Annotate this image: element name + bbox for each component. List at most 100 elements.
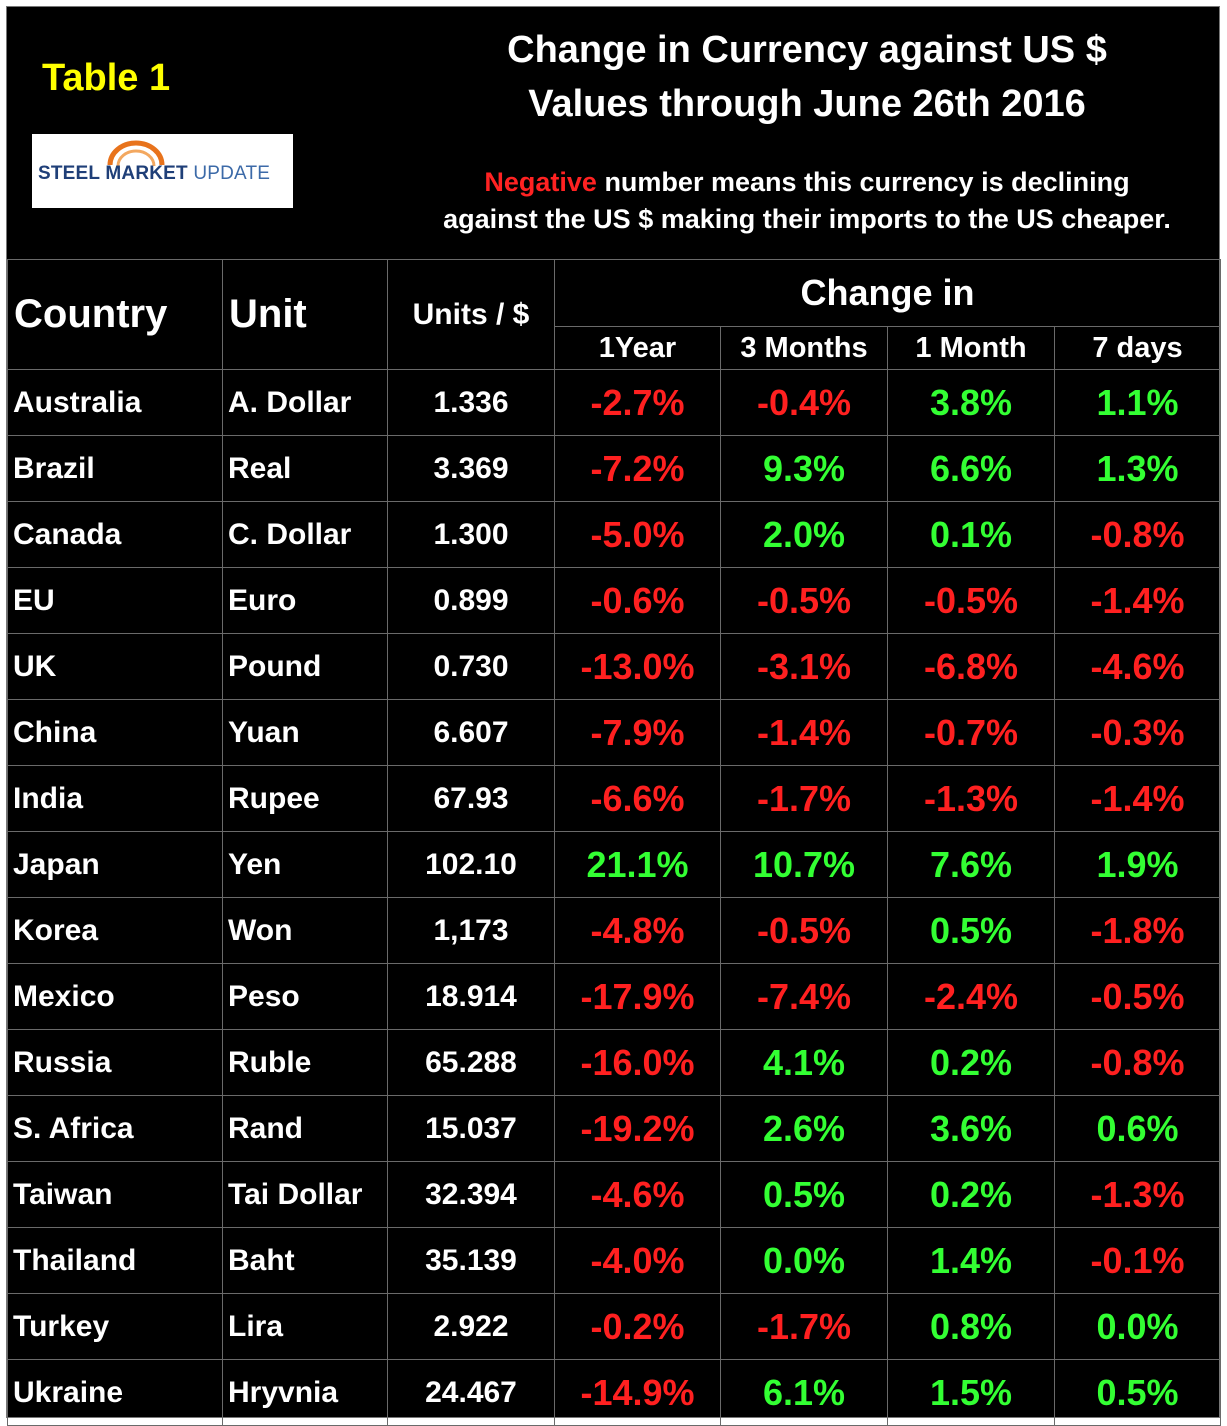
change-7-days-cell: -1.8% (1053, 897, 1222, 964)
header-1-month: 1 Month (887, 326, 1055, 370)
change-1-month-cell: 6.6% (887, 435, 1055, 502)
logo-swoosh-icon (107, 140, 165, 167)
table-row: Australia A. Dollar 1.336 -2.7% -0.4% 3.8% 1.1… (7, 369, 1222, 436)
change-1-month-cell: 0.2% (887, 1029, 1055, 1096)
country-cell: S. Africa (7, 1095, 223, 1162)
currency-table-panel: Table 1 STEEL MARKET UPDATE Change in Cu… (6, 6, 1222, 1426)
change-1year-cell: -5.0% (554, 501, 721, 568)
country-cell: Mexico (7, 963, 223, 1030)
change-7-days-cell: 1.9% (1053, 831, 1222, 898)
table-row: S. Africa Rand 15.037 -19.2% 2.6% 3.6% 0.6% (7, 1095, 1222, 1162)
change-1-month-cell: 1.5% (887, 1359, 1055, 1426)
change-3-months-cell: -0.4% (720, 369, 888, 436)
change-3-months-cell: 0.5% (720, 1161, 888, 1228)
units-per-dollar-cell: 15.037 (387, 1095, 555, 1162)
change-1year-cell: -2.7% (554, 369, 721, 436)
change-7-days-cell: 0.6% (1053, 1095, 1222, 1162)
change-3-months-cell: -1.4% (720, 699, 888, 766)
units-per-dollar-cell: 65.288 (387, 1029, 555, 1096)
change-7-days-cell: 1.1% (1053, 369, 1222, 436)
header-7-days: 7 days (1053, 326, 1222, 370)
unit-cell: Rand (222, 1095, 388, 1162)
unit-cell: Tai Dollar (222, 1161, 388, 1228)
unit-cell: Real (222, 435, 388, 502)
change-1year-cell: -16.0% (554, 1029, 721, 1096)
country-cell: Taiwan (7, 1161, 223, 1228)
table-body: Australia A. Dollar 1.336 -2.7% -0.4% 3.8% 1.1… (7, 369, 1222, 1426)
change-3-months-cell: -1.7% (720, 1293, 888, 1360)
change-7-days-cell: -0.8% (1053, 501, 1222, 568)
header-area: Table 1 STEEL MARKET UPDATE Change in Cu… (7, 7, 1219, 259)
unit-cell: Won (222, 897, 388, 964)
change-1-month-cell: -6.8% (887, 633, 1055, 700)
change-1-month-cell: 0.1% (887, 501, 1055, 568)
change-1year-cell: -6.6% (554, 765, 721, 832)
country-cell: UK (7, 633, 223, 700)
change-3-months-cell: -0.5% (720, 897, 888, 964)
units-per-dollar-cell: 0.730 (387, 633, 555, 700)
country-cell: Thailand (7, 1227, 223, 1294)
header-change-in: Change in (553, 259, 1222, 327)
country-cell: Ukraine (7, 1359, 223, 1426)
change-3-months-cell: 10.7% (720, 831, 888, 898)
table-row: Korea Won 1,173 -4.8% -0.5% 0.5% -1.8% (7, 897, 1222, 964)
country-cell: China (7, 699, 223, 766)
units-per-dollar-cell: 24.467 (387, 1359, 555, 1426)
change-3-months-cell: -7.4% (720, 963, 888, 1030)
country-cell: Korea (7, 897, 223, 964)
table-row: Russia Ruble 65.288 -16.0% 4.1% 0.2% -0.8% (7, 1029, 1222, 1096)
unit-cell: Baht (222, 1227, 388, 1294)
change-7-days-cell: 0.5% (1053, 1359, 1222, 1426)
table-row: China Yuan 6.607 -7.9% -1.4% -0.7% -0.3% (7, 699, 1222, 766)
table-row: India Rupee 67.93 -6.6% -1.7% -1.3% -1.4% (7, 765, 1222, 832)
country-cell: EU (7, 567, 223, 634)
change-1year-cell: -4.6% (554, 1161, 721, 1228)
change-7-days-cell: -1.4% (1053, 567, 1222, 634)
table-row: Ukraine Hryvnia 24.467 -14.9% 6.1% 1.5% 0.5% (7, 1359, 1222, 1426)
change-7-days-cell: -4.6% (1053, 633, 1222, 700)
unit-cell: Yen (222, 831, 388, 898)
units-per-dollar-cell: 6.607 (387, 699, 555, 766)
note-line-1: Negative number means this currency is d… (402, 167, 1212, 198)
units-per-dollar-cell: 18.914 (387, 963, 555, 1030)
table-row: Mexico Peso 18.914 -17.9% -7.4% -2.4% -0.5% (7, 963, 1222, 1030)
change-1-month-cell: 7.6% (887, 831, 1055, 898)
change-7-days-cell: 1.3% (1053, 435, 1222, 502)
units-per-dollar-cell: 1.300 (387, 501, 555, 568)
change-1year-cell: -4.8% (554, 897, 721, 964)
unit-cell: Peso (222, 963, 388, 1030)
units-per-dollar-cell: 2.922 (387, 1293, 555, 1360)
country-cell: Turkey (7, 1293, 223, 1360)
change-3-months-cell: -0.5% (720, 567, 888, 634)
change-7-days-cell: -0.1% (1053, 1227, 1222, 1294)
units-per-dollar-cell: 3.369 (387, 435, 555, 502)
unit-cell: Ruble (222, 1029, 388, 1096)
country-cell: Canada (7, 501, 223, 568)
change-3-months-cell: 6.1% (720, 1359, 888, 1426)
country-cell: Russia (7, 1029, 223, 1096)
change-3-months-cell: 2.0% (720, 501, 888, 568)
change-7-days-cell: -1.3% (1053, 1161, 1222, 1228)
change-1year-cell: -4.0% (554, 1227, 721, 1294)
change-1year-cell: -0.6% (554, 567, 721, 634)
unit-cell: C. Dollar (222, 501, 388, 568)
header-1year: 1Year (554, 326, 721, 370)
change-7-days-cell: 0.0% (1053, 1293, 1222, 1360)
change-3-months-cell: 9.3% (720, 435, 888, 502)
currency-table: Country Unit Units / $ Change in 1Year 3… (7, 259, 1222, 1426)
change-1-month-cell: 3.6% (887, 1095, 1055, 1162)
change-1-month-cell: 0.2% (887, 1161, 1055, 1228)
unit-cell: Hryvnia (222, 1359, 388, 1426)
change-1-month-cell: 0.5% (887, 897, 1055, 964)
change-3-months-cell: 0.0% (720, 1227, 888, 1294)
unit-cell: Lira (222, 1293, 388, 1360)
title-line-1: Change in Currency against US $ (507, 29, 1107, 71)
unit-cell: Rupee (222, 765, 388, 832)
unit-cell: Euro (222, 567, 388, 634)
change-1year-cell: -0.2% (554, 1293, 721, 1360)
change-1-month-cell: -0.7% (887, 699, 1055, 766)
units-per-dollar-cell: 102.10 (387, 831, 555, 898)
change-7-days-cell: -1.4% (1053, 765, 1222, 832)
note-line-1-rest: number means this currency is declining (596, 167, 1130, 197)
change-1-month-cell: 0.8% (887, 1293, 1055, 1360)
